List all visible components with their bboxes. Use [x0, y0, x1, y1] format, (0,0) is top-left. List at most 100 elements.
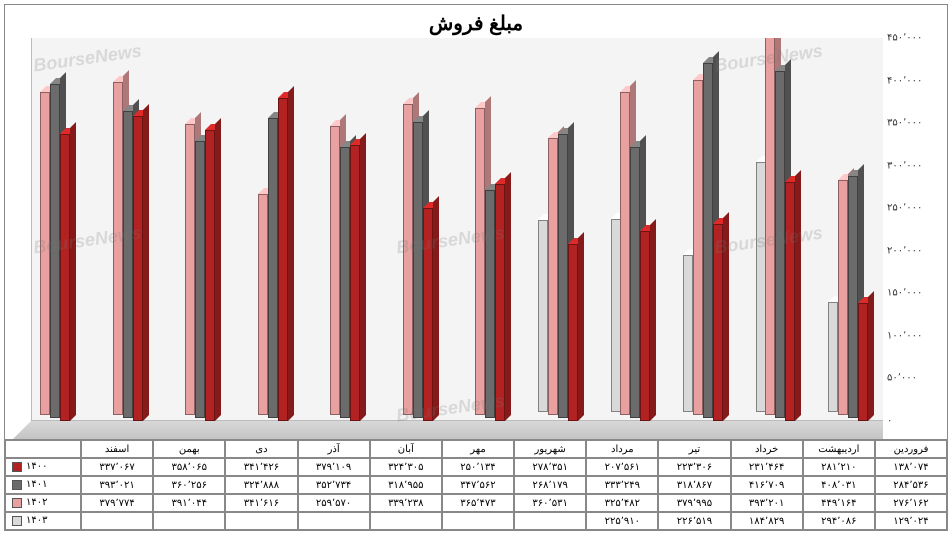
data-table: ۱۴۰۰۱۴۰۱۱۴۰۲۱۴۰۳ اسفند۳۳۷٬۰۶۷۳۹۳٬۰۲۱۳۷۹٬… [5, 439, 947, 530]
data-cell: ۴۰۸٬۰۳۱ [803, 476, 875, 494]
bar-group [666, 38, 739, 421]
data-column: آبان۳۲۴٬۳۰۵۳۱۸٬۹۵۵۳۳۹٬۲۳۸ [370, 440, 442, 530]
bar-group [593, 38, 666, 421]
data-cell: ۳۹۳٬۰۲۱ [81, 476, 153, 494]
data-column: فروردین۱۳۸٬۰۷۴۲۸۴٬۵۳۶۲۷۶٬۱۶۲۱۲۹٬۰۲۴ [875, 440, 947, 530]
legend-label: ۱۴۰۲ [26, 496, 47, 510]
category-header: فروردین [875, 440, 947, 458]
data-cell [225, 512, 297, 530]
data-column: اردیبهشت۲۸۱٬۲۱۰۴۰۸٬۰۳۱۴۴۹٬۱۶۴۲۹۴٬۰۸۶ [803, 440, 875, 530]
category-header: آبان [370, 440, 442, 458]
category-header: تیر [658, 440, 730, 458]
category-header: بهمن [153, 440, 225, 458]
data-cell: ۳۴۱٬۴۲۶ [225, 458, 297, 476]
data-cell: ۲۸۱٬۲۱۰ [803, 458, 875, 476]
category-header: مهر [442, 440, 514, 458]
legend-label: ۱۴۰۰ [26, 460, 47, 474]
data-cell: ۳۷۹٬۱۰۹ [298, 458, 370, 476]
plot-area: BourseNews BourseNews BourseNews BourseN… [13, 38, 883, 439]
legend-swatch [12, 498, 22, 508]
bar [495, 184, 505, 421]
bar-group [738, 38, 811, 421]
plot-row: BourseNews BourseNews BourseNews BourseN… [5, 38, 947, 439]
data-cell: ۲۷۶٬۱۶۲ [875, 494, 947, 512]
chart-container: مبلغ فروش BourseNews BourseNews BourseNe… [4, 4, 948, 531]
data-cell: ۳۳۷٬۰۶۷ [81, 458, 153, 476]
data-column: اسفند۳۳۷٬۰۶۷۳۹۳٬۰۲۱۳۷۹٬۷۷۴ [81, 440, 153, 530]
bar [838, 180, 848, 415]
legend-swatch [12, 462, 22, 472]
y-tick-label: ۲۵۰٬۰۰۰ [883, 203, 939, 214]
data-cell: ۳۹۱٬۰۴۴ [153, 494, 225, 512]
y-tick-label: ۰ [883, 416, 939, 427]
data-cell: ۲۸۴٬۵۳۶ [875, 476, 947, 494]
category-header: خرداد [731, 440, 803, 458]
bar-group [13, 38, 86, 421]
data-column: آذر۳۷۹٬۱۰۹۳۵۲٬۷۳۴۲۵۹٬۵۷۰ [298, 440, 370, 530]
legend-item: ۱۴۰۱ [5, 476, 81, 494]
data-cell: ۲۷۸٬۳۵۱ [514, 458, 586, 476]
category-header: دی [225, 440, 297, 458]
category-header: اسفند [81, 440, 153, 458]
bar-group [158, 38, 231, 421]
bar [475, 108, 485, 415]
bar-group [521, 38, 594, 421]
data-cell: ۲۲۳٬۳۰۶ [658, 458, 730, 476]
bar [785, 182, 795, 421]
bar [630, 147, 640, 418]
data-cell: ۲۹۴٬۰۸۶ [803, 512, 875, 530]
data-cell: ۲۵۹٬۵۷۰ [298, 494, 370, 512]
legend-swatch [12, 480, 22, 490]
bar [403, 104, 413, 415]
bar [640, 231, 650, 421]
bar-group [231, 38, 304, 421]
bar [60, 134, 70, 421]
data-cell: ۳۴۱٬۶۱۶ [225, 494, 297, 512]
data-cell: ۳۴۷٬۵۶۲ [442, 476, 514, 494]
data-column: دی۳۴۱٬۴۲۶۳۲۴٬۸۸۸۳۴۱٬۶۱۶ [225, 440, 297, 530]
bar [558, 134, 568, 418]
y-tick-label: ۲۰۰٬۰۰۰ [883, 245, 939, 256]
y-tick-label: ۱۵۰٬۰۰۰ [883, 288, 939, 299]
y-tick-label: ۱۰۰٬۰۰۰ [883, 330, 939, 341]
data-cell: ۳۳۹٬۲۳۸ [370, 494, 442, 512]
data-cell: ۲۲۶٬۵۱۹ [658, 512, 730, 530]
data-cell [514, 512, 586, 530]
bar-group [86, 38, 159, 421]
data-cell [298, 512, 370, 530]
bar [423, 208, 433, 421]
bar [548, 138, 558, 415]
bar [330, 126, 340, 415]
y-tick-label: ۴۰۰٬۰۰۰ [883, 75, 939, 86]
bar [133, 116, 143, 421]
data-cell: ۳۲۴٬۸۸۸ [225, 476, 297, 494]
data-cell [81, 512, 153, 530]
chart-title: مبلغ فروش [5, 5, 947, 38]
bar-groups [13, 38, 883, 421]
bar [620, 92, 630, 415]
category-header: شهریور [514, 440, 586, 458]
bar [858, 303, 868, 421]
data-cell: ۱۸۴٬۸۲۹ [731, 512, 803, 530]
data-cell [370, 512, 442, 530]
data-cell: ۳۱۸٬۹۵۵ [370, 476, 442, 494]
bar-group [376, 38, 449, 421]
data-cell: ۱۳۸٬۰۷۴ [875, 458, 947, 476]
bar [538, 220, 548, 412]
bar-group [303, 38, 376, 421]
bar [693, 80, 703, 415]
bar [848, 176, 858, 418]
data-cell: ۳۱۸٬۸۶۷ [658, 476, 730, 494]
data-cell: ۲۰۷٬۵۶۱ [586, 458, 658, 476]
legend-label: ۱۴۰۳ [26, 514, 47, 528]
data-cell: ۳۶۰٬۵۳۱ [514, 494, 586, 512]
data-cell: ۲۶۸٬۱۷۹ [514, 476, 586, 494]
data-column: تیر۲۲۳٬۳۰۶۳۱۸٬۸۶۷۳۷۹٬۹۹۵۲۲۶٬۵۱۹ [658, 440, 730, 530]
category-header: اردیبهشت [803, 440, 875, 458]
data-cell: ۳۲۵٬۴۸۲ [586, 494, 658, 512]
bar [568, 244, 578, 421]
data-cell: ۳۶۵٬۴۷۳ [442, 494, 514, 512]
legend-header-blank [5, 440, 81, 458]
legend-swatch [12, 516, 22, 526]
data-cell: ۳۵۲٬۷۳۴ [298, 476, 370, 494]
